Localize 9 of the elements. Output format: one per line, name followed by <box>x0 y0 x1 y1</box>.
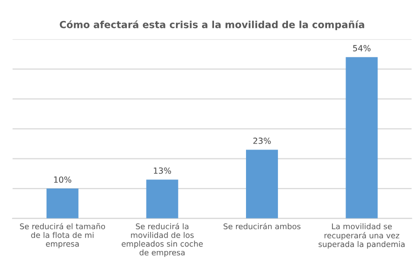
data-label: 54% <box>353 45 371 52</box>
chart-title: Cómo afectará esta crisis a la movilidad de la compañía <box>60 20 364 30</box>
bar <box>246 150 278 218</box>
bar <box>146 180 178 218</box>
bar <box>346 57 378 218</box>
data-label: 10% <box>54 176 72 183</box>
data-label: 23% <box>253 138 271 144</box>
bar <box>46 188 78 218</box>
data-label: 13% <box>154 167 172 174</box>
